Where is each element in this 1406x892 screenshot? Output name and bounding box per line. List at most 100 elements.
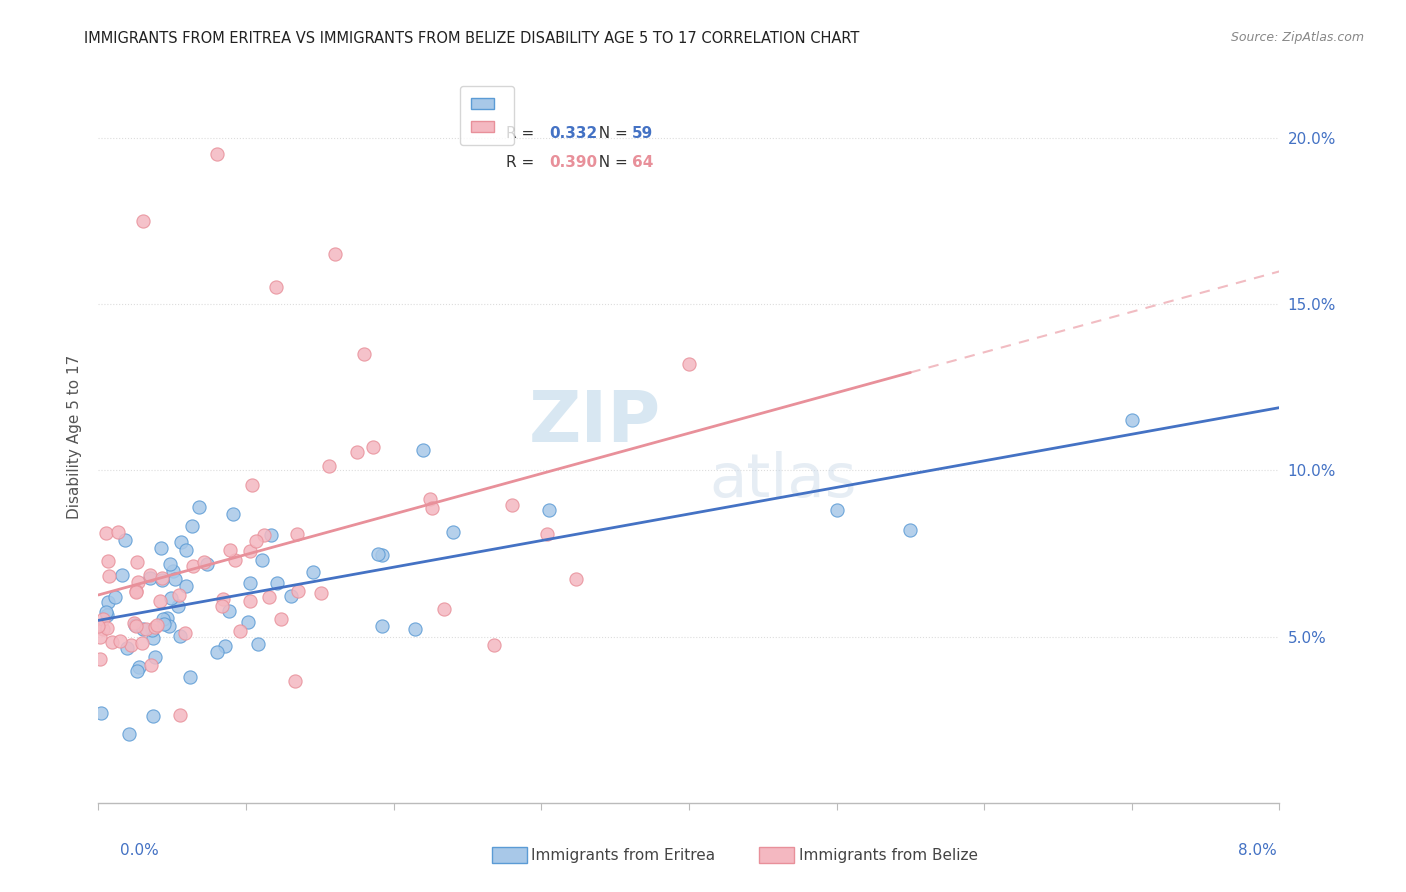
Text: Source: ZipAtlas.com: Source: ZipAtlas.com <box>1230 31 1364 45</box>
Point <box>179 670 201 684</box>
Point <box>302 565 325 579</box>
Point <box>169 707 191 722</box>
Point <box>280 590 302 604</box>
Point <box>97 554 120 568</box>
Text: N =: N = <box>589 126 633 141</box>
Point <box>167 588 190 602</box>
Point <box>142 632 165 646</box>
Point <box>239 576 262 591</box>
Point <box>419 492 441 507</box>
Point <box>284 674 307 689</box>
Point <box>167 599 190 613</box>
Point <box>97 595 120 609</box>
Text: 8.0%: 8.0% <box>1237 843 1277 858</box>
Point <box>160 591 183 606</box>
Point <box>371 619 394 633</box>
Point <box>346 445 368 459</box>
Point <box>214 639 236 653</box>
Point <box>162 564 184 578</box>
Point <box>89 652 111 666</box>
Point <box>125 665 148 679</box>
Point <box>125 618 148 632</box>
Point <box>87 619 110 633</box>
Point <box>153 617 176 632</box>
Point <box>132 622 155 636</box>
Text: 0.0%: 0.0% <box>120 843 159 858</box>
Point <box>139 571 162 585</box>
Point <box>219 543 242 558</box>
Point <box>181 559 204 574</box>
Point <box>114 533 136 547</box>
Point <box>118 727 141 741</box>
Point <box>127 574 149 589</box>
Text: R =: R = <box>506 126 538 141</box>
Point <box>193 555 215 569</box>
Point <box>433 602 456 616</box>
Text: 64: 64 <box>633 155 654 170</box>
Point <box>412 443 434 458</box>
Point <box>318 458 340 473</box>
Point <box>104 590 127 604</box>
Point <box>90 706 112 720</box>
Point <box>245 533 267 548</box>
Point <box>212 592 235 607</box>
Point <box>565 572 588 586</box>
Point <box>124 615 146 630</box>
Point <box>127 555 149 569</box>
Text: R =: R = <box>506 155 538 170</box>
Point <box>174 543 197 558</box>
Point <box>285 527 308 541</box>
Point <box>501 498 523 512</box>
Point <box>264 280 287 294</box>
Point <box>363 440 385 454</box>
Point <box>169 535 191 549</box>
Point <box>174 626 197 640</box>
Point <box>91 612 114 626</box>
Point <box>309 586 332 600</box>
Point <box>96 607 118 622</box>
Point <box>96 605 118 619</box>
Point <box>270 612 292 626</box>
Point <box>128 660 150 674</box>
Point <box>287 584 309 599</box>
Point <box>229 624 252 638</box>
Point <box>141 623 163 637</box>
Point <box>134 623 156 637</box>
Point <box>536 527 558 541</box>
Point <box>211 599 233 613</box>
Point <box>142 709 165 723</box>
Point <box>900 523 922 537</box>
Point <box>353 347 375 361</box>
Point <box>97 569 120 583</box>
Point <box>482 638 505 652</box>
Point <box>89 630 111 644</box>
Point <box>125 584 148 599</box>
Point <box>150 541 173 556</box>
Point <box>149 594 172 608</box>
Point <box>131 636 153 650</box>
Point <box>238 615 260 629</box>
Point <box>132 214 155 228</box>
Point <box>678 357 700 371</box>
Text: N =: N = <box>589 155 633 170</box>
Point <box>146 617 169 632</box>
Point <box>115 640 138 655</box>
Point <box>420 500 443 515</box>
Point <box>159 557 181 571</box>
Point <box>253 527 276 541</box>
Point <box>96 621 118 635</box>
Legend: , : , <box>460 87 513 145</box>
Y-axis label: Disability Age 5 to 17: Disability Age 5 to 17 <box>67 355 83 519</box>
Point <box>110 633 132 648</box>
Point <box>152 612 174 626</box>
Point <box>370 548 392 562</box>
Point <box>538 503 561 517</box>
Point <box>181 519 204 533</box>
Point <box>138 567 160 582</box>
Text: Immigrants from Belize: Immigrants from Belize <box>799 848 977 863</box>
Point <box>139 657 162 672</box>
Point <box>825 503 848 517</box>
Point <box>404 622 426 636</box>
Point <box>107 524 129 539</box>
Point <box>150 573 173 587</box>
